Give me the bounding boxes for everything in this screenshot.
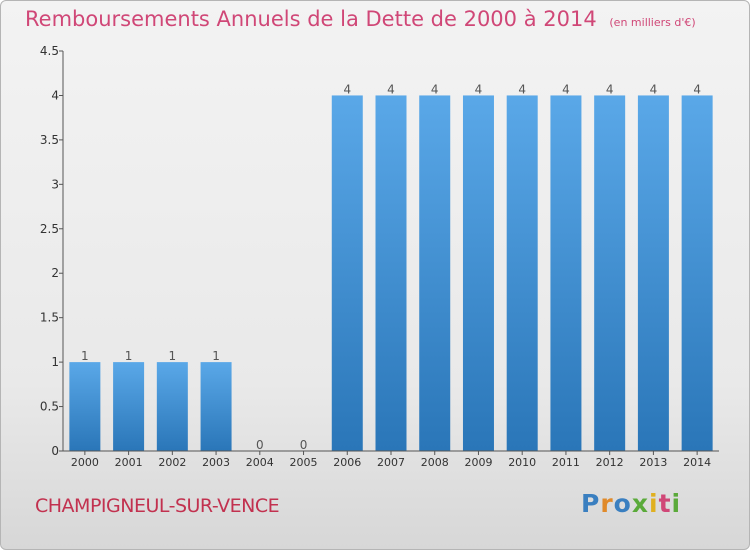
commune-name: CHAMPIGNEUL-SUR-VENCE <box>35 495 280 517</box>
data-label: 4 <box>562 82 570 96</box>
bar <box>200 362 232 451</box>
y-tick-label: 1 <box>51 355 59 369</box>
y-tick-label: 3.5 <box>40 133 59 147</box>
y-tick-label: 1.5 <box>40 311 59 325</box>
bar <box>69 362 101 451</box>
bar <box>681 95 713 451</box>
x-tick-label: 2005 <box>290 456 318 469</box>
x-tick-label: 2003 <box>202 456 230 469</box>
y-tick-label: 4.5 <box>40 44 59 58</box>
bar <box>419 95 451 451</box>
logo-letter: o <box>613 489 632 518</box>
y-tick-label: 0.5 <box>40 400 59 414</box>
logo-letter: P <box>581 489 601 518</box>
data-label: 1 <box>212 349 220 363</box>
proxiti-logo: Proxiti <box>581 489 681 518</box>
logo-letter: t <box>658 489 672 518</box>
x-tick-label: 2014 <box>683 456 711 469</box>
x-tick-label: 2004 <box>246 456 274 469</box>
data-label: 1 <box>81 349 89 363</box>
data-label: 0 <box>300 438 308 452</box>
chart-title-text: Remboursements Annuels de la Dette de 20… <box>25 7 597 31</box>
bar <box>331 95 363 451</box>
logo-letter: r <box>600 489 614 518</box>
x-tick-label: 2000 <box>71 456 99 469</box>
bar <box>156 362 188 451</box>
data-label: 4 <box>475 82 483 96</box>
chart-title: Remboursements Annuels de la Dette de 20… <box>25 7 696 31</box>
data-label: 4 <box>518 82 526 96</box>
x-tick-label: 2001 <box>115 456 143 469</box>
data-label: 4 <box>606 82 614 96</box>
x-tick-label: 2002 <box>158 456 186 469</box>
data-label: 4 <box>650 82 658 96</box>
x-tick-label: 2007 <box>377 456 405 469</box>
y-tick-label: 0 <box>51 444 59 458</box>
bar <box>375 95 407 451</box>
bar <box>550 95 582 451</box>
data-label: 4 <box>431 82 439 96</box>
bar <box>637 95 669 451</box>
x-tick-label: 2013 <box>639 456 667 469</box>
y-tick-label: 3 <box>51 177 59 191</box>
data-label: 4 <box>343 82 351 96</box>
logo-letter: i <box>649 489 659 518</box>
y-tick-label: 2.5 <box>40 222 59 236</box>
logo-letter: x <box>631 489 649 518</box>
y-tick-label: 4 <box>51 88 59 102</box>
bar <box>462 95 494 451</box>
chart-subtitle: (en milliers d'€) <box>609 16 696 29</box>
data-label: 0 <box>256 438 264 452</box>
x-tick-label: 2011 <box>552 456 580 469</box>
x-tick-label: 2010 <box>508 456 536 469</box>
x-tick-label: 2012 <box>596 456 624 469</box>
data-label: 4 <box>693 82 701 96</box>
bar <box>594 95 626 451</box>
x-tick-label: 2008 <box>421 456 449 469</box>
bar <box>113 362 145 451</box>
data-label: 1 <box>125 349 133 363</box>
bar <box>506 95 538 451</box>
y-tick-label: 2 <box>51 266 59 280</box>
logo-letter: i <box>671 489 682 518</box>
x-tick-label: 2009 <box>464 456 492 469</box>
data-label: 1 <box>169 349 177 363</box>
x-tick-label: 2006 <box>333 456 361 469</box>
data-label: 4 <box>387 82 395 96</box>
